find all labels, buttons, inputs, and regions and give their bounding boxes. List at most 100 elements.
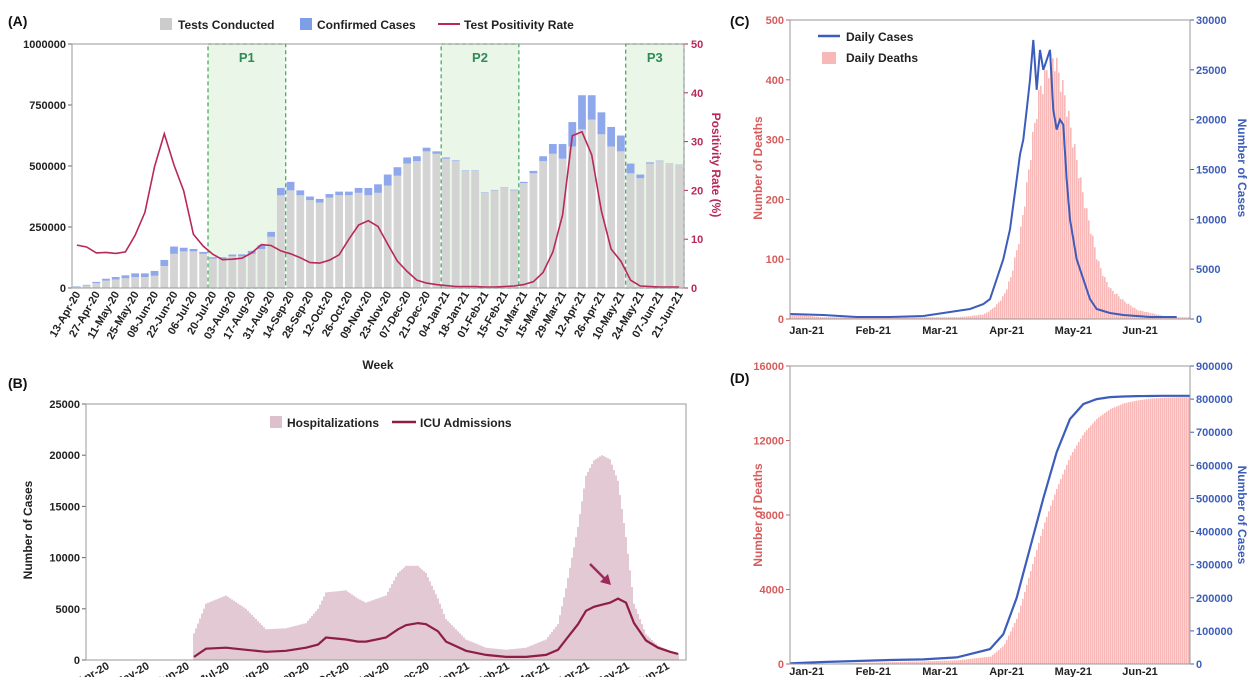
hospitalization-bar xyxy=(593,460,595,660)
bar-tests xyxy=(490,190,499,288)
hospitalization-bar xyxy=(393,580,395,660)
daily-death-bar xyxy=(1098,261,1100,319)
cumulative-death-bar xyxy=(1086,430,1088,664)
daily-death-bar xyxy=(1146,311,1148,319)
cumulative-death-bar xyxy=(926,661,928,664)
daily-death-bar xyxy=(912,317,914,319)
bar-tests xyxy=(286,190,295,288)
hospitalization-bar xyxy=(511,649,513,660)
cumulative-death-bar xyxy=(1118,405,1120,664)
left-tick-label: 300 xyxy=(766,135,784,147)
hospitalization-bar xyxy=(585,475,587,660)
cumulative-death-bar xyxy=(974,658,976,664)
panel-d-label: (D) xyxy=(730,370,749,386)
hospitalization-bar xyxy=(497,648,499,660)
bar-cases xyxy=(451,160,460,162)
hospitalization-bar xyxy=(341,590,343,660)
hospitalization-bar xyxy=(553,629,555,660)
hospitalization-bar xyxy=(639,619,641,660)
y-tick-label: 25000 xyxy=(49,399,80,411)
cumulative-death-bar xyxy=(1032,563,1034,664)
right-tick-label: 900000 xyxy=(1196,361,1233,373)
bar-tests xyxy=(325,197,334,288)
hospitalization-bar xyxy=(381,596,383,660)
panel-c-left-axis: 0 100 200 300 400 500 xyxy=(766,15,790,326)
bar-cases xyxy=(276,187,285,196)
cumulative-death-bar xyxy=(956,660,958,664)
cumulative-death-bar xyxy=(940,660,942,664)
hospitalization-bar xyxy=(401,569,403,660)
daily-death-bar xyxy=(950,317,952,319)
daily-death-bar xyxy=(938,317,940,319)
hospitalization-bar xyxy=(277,628,279,660)
bar-tests xyxy=(646,163,654,288)
bar-cases xyxy=(383,174,392,186)
hospitalization-bar xyxy=(431,585,433,660)
daily-death-bar xyxy=(942,317,944,319)
cumulative-death-bar xyxy=(984,657,986,664)
daily-death-bar xyxy=(878,317,880,319)
cumulative-death-bar xyxy=(1078,441,1080,664)
bar-tests xyxy=(383,185,392,288)
hospitalization-bar xyxy=(305,623,307,660)
hospitalization-bar xyxy=(237,603,239,660)
left-tick-label: 4000 xyxy=(760,585,784,597)
cumulative-death-bar xyxy=(944,660,946,664)
cumulative-death-bar xyxy=(924,661,926,664)
hospitalization-bar xyxy=(347,591,349,660)
hospitalization-bar xyxy=(445,619,447,660)
hospitalization-bar xyxy=(329,592,331,660)
daily-death-bar xyxy=(1176,317,1178,319)
bar-cases xyxy=(131,273,140,278)
daily-death-bar xyxy=(986,312,988,319)
daily-death-bar xyxy=(1132,307,1134,319)
plot-frame xyxy=(71,43,685,289)
hospitalization-bar xyxy=(657,645,659,660)
cumulative-death-bar xyxy=(1022,598,1024,664)
bar-cases xyxy=(306,196,314,201)
hospitalization-bar xyxy=(195,628,197,660)
hospitalization-bar xyxy=(597,457,599,660)
cumulative-death-bar xyxy=(1140,399,1142,664)
cumulative-death-bar xyxy=(960,659,962,664)
cumulative-death-bar xyxy=(890,662,892,664)
daily-death-bar xyxy=(1036,119,1038,319)
hospitalization-bar xyxy=(637,613,639,660)
daily-death-bar xyxy=(832,317,834,319)
bar-tests xyxy=(607,146,616,288)
cumulative-death-bar xyxy=(980,657,982,664)
daily-death-bar xyxy=(946,317,948,319)
daily-death-bar xyxy=(850,317,852,319)
hospitalization-bar xyxy=(441,608,443,660)
hospitalization-bar xyxy=(295,625,297,660)
hospitalization-bar xyxy=(437,598,439,660)
bar-tests xyxy=(626,173,635,288)
hospitalization-bar xyxy=(319,604,321,660)
cumulative-death-bar xyxy=(1150,398,1152,664)
hospitalization-bar xyxy=(523,647,525,660)
daily-death-bar xyxy=(812,316,814,319)
cumulative-death-bar xyxy=(910,661,912,664)
daily-death-bar xyxy=(886,317,888,319)
cumulative-death-bar xyxy=(1048,511,1050,664)
right-tick-label: 15000 xyxy=(1196,165,1227,177)
x-tick-label: Mar-21 xyxy=(515,660,552,677)
bar-cases xyxy=(607,126,616,147)
hospitalization-bar xyxy=(313,613,315,660)
panel-c-label: (C) xyxy=(730,13,749,29)
hospitalization-bar xyxy=(311,615,313,660)
daily-death-bar xyxy=(872,317,874,319)
bar-tests xyxy=(218,258,227,288)
bar-tests xyxy=(247,253,256,288)
left-tick-label: 16000 xyxy=(753,361,784,373)
panel-d: (D) 0 4000 8000 12000 16000 0 100000 200000 300… xyxy=(730,361,1248,677)
hospitalization-bar xyxy=(665,649,667,660)
x-tick-label: May-21 xyxy=(593,660,631,677)
daily-death-bar xyxy=(954,317,956,319)
right-tick-label: 20 xyxy=(691,185,703,197)
daily-death-bar xyxy=(970,316,972,319)
hospitalization-bar xyxy=(573,547,575,660)
daily-death-bar xyxy=(854,317,856,319)
cumulative-death-bar xyxy=(1040,535,1042,664)
cumulative-death-bar xyxy=(1136,400,1138,664)
